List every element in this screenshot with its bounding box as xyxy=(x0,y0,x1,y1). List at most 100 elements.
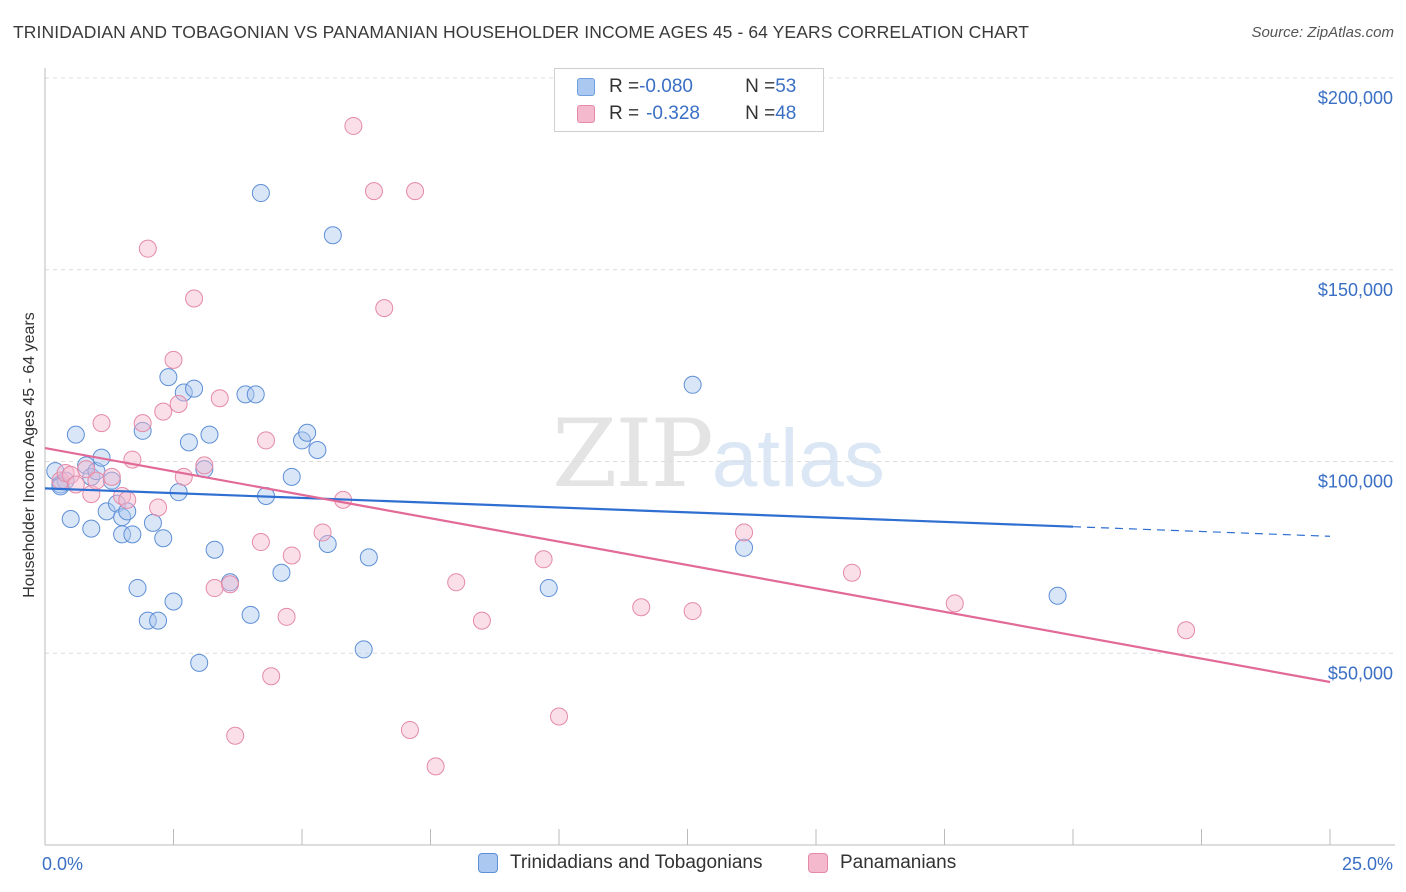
point-panamanian xyxy=(87,471,106,490)
point-panamanian xyxy=(77,460,96,479)
stats-legend: R = -0.080 N = 53 R = -0.328 N = 48 xyxy=(554,68,824,132)
point-trinidadian xyxy=(308,440,327,459)
point-trinidadian xyxy=(123,525,142,544)
watermark: ZIPatlas xyxy=(552,400,885,509)
series-legend-label: Panamanians xyxy=(840,852,957,873)
point-trinidadian xyxy=(735,538,754,557)
y-tick-label: $50,000 xyxy=(1328,663,1393,683)
point-panamanian xyxy=(185,289,204,308)
point-trinidadian xyxy=(282,467,301,486)
point-trinidadian xyxy=(159,368,178,387)
trend-lines xyxy=(44,446,1331,684)
point-trinidadian xyxy=(61,510,80,529)
axes xyxy=(44,68,1395,846)
trend-line-panamanian xyxy=(44,446,1331,684)
point-trinidadian xyxy=(143,513,162,532)
point-trinidadian xyxy=(128,579,147,598)
point-trinidadian xyxy=(251,184,270,203)
point-trinidadian xyxy=(133,421,152,440)
point-panamanian xyxy=(169,394,188,413)
r-value: -0.080 xyxy=(639,76,693,97)
point-trinidadian xyxy=(164,592,183,611)
point-trinidadian xyxy=(236,385,255,404)
series-legend-panamanian[interactable]: Panamanians xyxy=(808,852,956,874)
point-panamanian xyxy=(118,490,137,509)
point-panamanian xyxy=(251,533,270,552)
watermark-atlas: atlas xyxy=(711,413,885,504)
grid xyxy=(45,77,1395,654)
point-panamanian xyxy=(282,546,301,565)
point-panamanian xyxy=(277,607,296,626)
point-panamanian xyxy=(195,456,214,475)
point-trinidadian xyxy=(174,383,193,402)
legend-swatch-panamanian xyxy=(577,105,595,123)
point-trinidadian xyxy=(683,375,702,394)
n-label: N = xyxy=(745,103,776,124)
y-tick-label: $200,000 xyxy=(1318,88,1393,108)
y-axis-title: Householder Income Ages 45 - 64 years xyxy=(21,312,38,598)
point-trinidadian xyxy=(138,611,157,630)
point-trinidadian xyxy=(205,540,224,559)
n-value: 48 xyxy=(775,103,797,124)
y-tick-label: $150,000 xyxy=(1318,280,1393,300)
point-panamanian xyxy=(683,602,702,621)
point-panamanian xyxy=(149,498,168,517)
watermark-zip: ZIP xyxy=(552,400,714,509)
point-panamanian xyxy=(164,350,183,369)
point-panamanian xyxy=(632,598,651,617)
stats-legend-row-panamanian: R = -0.328 N = 48 xyxy=(577,102,796,126)
point-panamanian xyxy=(447,573,466,592)
point-trinidadian xyxy=(323,226,342,245)
point-trinidadian xyxy=(113,508,132,527)
source-credit: Source: ZipAtlas.com xyxy=(1251,24,1394,41)
point-panamanian xyxy=(406,182,425,201)
point-trinidadian xyxy=(1048,586,1067,605)
x-tick-label-min: 0.0% xyxy=(42,854,83,874)
x-tick-label-max: 25.0% xyxy=(1342,854,1393,874)
point-trinidadian xyxy=(539,579,558,598)
point-trinidadian xyxy=(51,477,70,496)
point-panamanian xyxy=(133,414,152,433)
point-trinidadian xyxy=(179,433,198,452)
point-panamanian xyxy=(1177,621,1196,640)
point-trinidadian xyxy=(185,379,204,398)
trend-line-trinidadian-extension xyxy=(1072,526,1331,537)
series-legend-label: Trinidadians and Tobagonians xyxy=(510,852,763,873)
r-label: R = xyxy=(609,76,640,97)
point-panamanian xyxy=(313,523,332,542)
n-label: N = xyxy=(745,76,776,97)
point-panamanian xyxy=(842,563,861,582)
point-panamanian xyxy=(210,389,229,408)
point-trinidadian xyxy=(82,519,101,538)
point-trinidadian xyxy=(298,423,317,442)
point-panamanian xyxy=(426,757,445,776)
point-trinidadian xyxy=(66,425,85,444)
n-value: 53 xyxy=(775,76,797,97)
point-panamanian xyxy=(226,726,245,745)
point-trinidadian xyxy=(318,534,337,553)
point-panamanian xyxy=(92,414,111,433)
point-trinidadian xyxy=(354,640,373,659)
point-panamanian xyxy=(154,402,173,421)
point-trinidadian xyxy=(246,385,265,404)
point-trinidadian xyxy=(154,529,173,548)
series-legend-trinidadian[interactable]: Trinidadians and Tobagonians xyxy=(478,852,762,874)
point-panamanian xyxy=(472,611,491,630)
trend-line-trinidadian xyxy=(44,487,1074,528)
point-panamanian xyxy=(221,575,240,594)
point-panamanian xyxy=(945,594,964,613)
axis-labels: $50,000 $100,000 $150,000 $200,000 0.0% 25.0%… xyxy=(21,88,1393,874)
chart-title: TRINIDADIAN AND TOBAGONIAN VS PANAMANIAN… xyxy=(13,22,1030,42)
point-trinidadian xyxy=(77,456,96,475)
point-trinidadian xyxy=(241,605,260,624)
point-trinidadian xyxy=(359,548,378,567)
point-panamanian xyxy=(205,579,224,598)
r-value: -0.328 xyxy=(646,103,700,124)
legend-swatch-trinidadian xyxy=(577,78,595,96)
point-panamanian xyxy=(102,467,121,486)
point-panamanian xyxy=(138,239,157,258)
point-trinidadian xyxy=(102,471,121,490)
y-tick-label: $100,000 xyxy=(1318,472,1393,492)
series-legend-swatch-panamanian xyxy=(808,853,828,873)
